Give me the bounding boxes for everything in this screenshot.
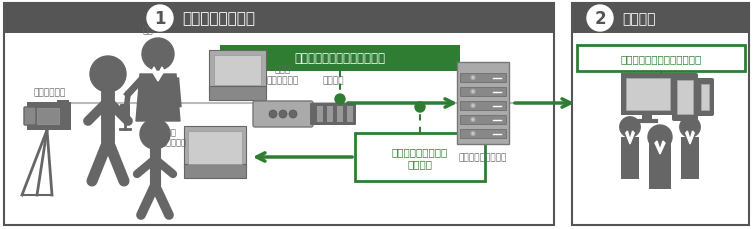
FancyBboxPatch shape [24, 108, 36, 125]
Text: ライブ
エンコーダー: ライブ エンコーダー [267, 65, 299, 85]
FancyBboxPatch shape [626, 79, 670, 111]
FancyBboxPatch shape [677, 81, 693, 114]
FancyBboxPatch shape [209, 87, 266, 101]
Text: ビデオカメラ: ビデオカメラ [34, 88, 66, 97]
FancyBboxPatch shape [672, 74, 698, 121]
FancyBboxPatch shape [310, 104, 356, 125]
Circle shape [680, 117, 700, 138]
Text: 視聴者側: 視聴者側 [622, 12, 656, 26]
Polygon shape [136, 75, 180, 121]
FancyBboxPatch shape [649, 139, 671, 189]
Circle shape [620, 117, 640, 138]
Text: 2: 2 [594, 10, 606, 28]
Text: ルーター: ルーター [322, 76, 344, 85]
Circle shape [471, 104, 475, 108]
FancyBboxPatch shape [696, 79, 714, 117]
Text: インターネット接続（下り）: インターネット接続（下り） [620, 54, 702, 64]
Polygon shape [686, 131, 694, 144]
FancyBboxPatch shape [701, 85, 709, 111]
Circle shape [471, 76, 475, 80]
FancyBboxPatch shape [460, 129, 506, 138]
FancyBboxPatch shape [4, 4, 554, 225]
Polygon shape [655, 141, 665, 154]
Circle shape [471, 90, 475, 94]
FancyBboxPatch shape [620, 137, 639, 179]
FancyBboxPatch shape [621, 74, 675, 115]
FancyBboxPatch shape [253, 101, 313, 128]
FancyBboxPatch shape [572, 4, 749, 34]
Text: インターネット接続（上り）: インターネット接続（上り） [294, 52, 386, 65]
FancyBboxPatch shape [188, 131, 242, 164]
Circle shape [147, 6, 173, 32]
FancyBboxPatch shape [460, 115, 506, 124]
Text: ✓視聴確認
✓管理画面操作: ✓視聴確認 ✓管理画面操作 [150, 128, 187, 147]
FancyBboxPatch shape [642, 112, 652, 121]
Circle shape [289, 111, 297, 118]
Circle shape [279, 111, 287, 118]
Text: ライブ配信サーバー: ライブ配信サーバー [459, 152, 508, 161]
Text: 1: 1 [154, 10, 166, 28]
FancyBboxPatch shape [572, 4, 749, 225]
Circle shape [90, 57, 126, 93]
Circle shape [471, 118, 475, 122]
Text: ライブ配信実施側: ライブ配信実施側 [182, 11, 255, 26]
FancyBboxPatch shape [355, 134, 485, 181]
Text: インターネット接続
（下り）: インターネット接続 （下り） [392, 147, 448, 168]
FancyBboxPatch shape [327, 106, 333, 123]
FancyBboxPatch shape [347, 106, 353, 123]
FancyBboxPatch shape [214, 56, 261, 86]
Circle shape [648, 125, 672, 149]
FancyBboxPatch shape [457, 63, 509, 144]
FancyBboxPatch shape [337, 106, 343, 123]
FancyBboxPatch shape [27, 103, 71, 131]
Circle shape [269, 111, 277, 118]
Circle shape [335, 95, 345, 105]
Circle shape [142, 39, 174, 71]
Circle shape [471, 132, 475, 136]
FancyBboxPatch shape [57, 101, 69, 109]
FancyBboxPatch shape [317, 106, 323, 123]
FancyBboxPatch shape [681, 137, 700, 179]
FancyBboxPatch shape [4, 4, 554, 34]
FancyBboxPatch shape [184, 126, 246, 168]
Polygon shape [152, 68, 164, 82]
FancyBboxPatch shape [37, 109, 59, 124]
Text: 演者: 演者 [142, 26, 154, 35]
FancyBboxPatch shape [460, 88, 506, 97]
Circle shape [656, 95, 666, 105]
FancyBboxPatch shape [209, 51, 266, 91]
Circle shape [415, 103, 425, 112]
Polygon shape [626, 131, 634, 144]
Circle shape [140, 120, 170, 149]
FancyBboxPatch shape [577, 46, 745, 72]
Circle shape [587, 6, 613, 32]
FancyBboxPatch shape [220, 46, 460, 72]
FancyBboxPatch shape [184, 164, 246, 178]
FancyBboxPatch shape [460, 74, 506, 83]
FancyBboxPatch shape [460, 101, 506, 111]
FancyBboxPatch shape [120, 105, 130, 118]
